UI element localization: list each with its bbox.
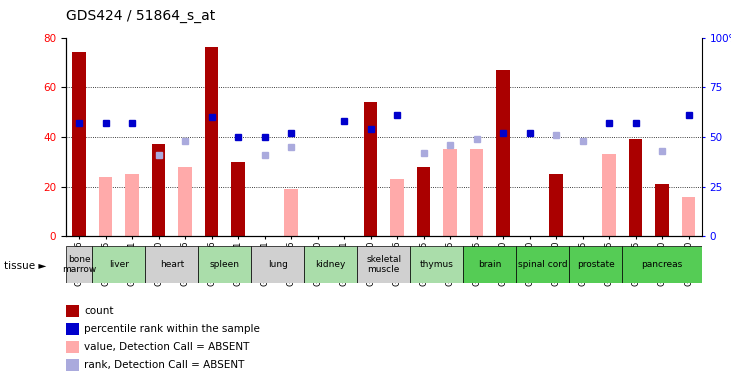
Text: prostate: prostate: [577, 260, 615, 269]
Bar: [682, 196, 695, 236]
Bar: [178, 166, 192, 236]
Bar: [516, 246, 569, 283]
Bar: [126, 174, 139, 236]
Bar: [304, 246, 357, 283]
Bar: [622, 246, 702, 283]
Bar: [417, 166, 430, 236]
Text: brain: brain: [478, 260, 501, 269]
Text: tissue ►: tissue ►: [4, 261, 46, 271]
Text: lung: lung: [268, 260, 288, 269]
Bar: [656, 184, 669, 236]
Bar: [66, 246, 92, 283]
Text: spleen: spleen: [210, 260, 240, 269]
Bar: [72, 53, 86, 236]
Bar: [152, 144, 165, 236]
Bar: [99, 177, 112, 236]
Text: count: count: [84, 306, 113, 316]
Bar: [496, 70, 510, 236]
Bar: [550, 174, 563, 236]
Text: bone
marrow: bone marrow: [62, 255, 96, 274]
Bar: [92, 246, 145, 283]
Text: spinal cord: spinal cord: [518, 260, 567, 269]
Bar: [357, 246, 410, 283]
Bar: [145, 246, 198, 283]
Bar: [410, 246, 463, 283]
Bar: [463, 246, 516, 283]
Bar: [390, 179, 404, 236]
Text: percentile rank within the sample: percentile rank within the sample: [84, 324, 260, 334]
Bar: [232, 162, 245, 236]
Bar: [444, 149, 457, 236]
Bar: [198, 246, 251, 283]
Bar: [251, 246, 304, 283]
Text: liver: liver: [109, 260, 129, 269]
Bar: [569, 246, 622, 283]
Bar: [284, 189, 298, 236]
Text: rank, Detection Call = ABSENT: rank, Detection Call = ABSENT: [84, 360, 244, 370]
Text: kidney: kidney: [316, 260, 346, 269]
Text: value, Detection Call = ABSENT: value, Detection Call = ABSENT: [84, 342, 249, 352]
Bar: [470, 149, 483, 236]
Text: pancreas: pancreas: [641, 260, 683, 269]
Bar: [602, 154, 616, 236]
Bar: [205, 48, 218, 236]
Text: heart: heart: [159, 260, 184, 269]
Bar: [629, 140, 642, 236]
Text: skeletal
muscle: skeletal muscle: [366, 255, 401, 274]
Text: thymus: thymus: [420, 260, 454, 269]
Bar: [364, 102, 377, 236]
Text: GDS424 / 51864_s_at: GDS424 / 51864_s_at: [66, 9, 215, 23]
